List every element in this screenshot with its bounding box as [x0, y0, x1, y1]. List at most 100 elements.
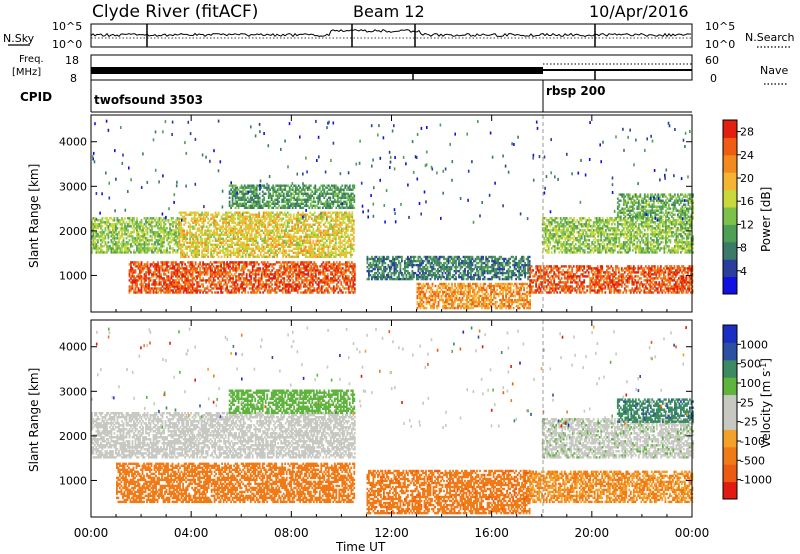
data-cell [421, 268, 423, 270]
data-cell [327, 273, 329, 275]
data-cell [147, 261, 149, 263]
data-cell [156, 281, 158, 283]
data-cell [301, 279, 303, 281]
data-cell [180, 261, 182, 263]
data-cell [135, 269, 137, 271]
data-cell [259, 197, 261, 199]
data-cell [241, 197, 243, 199]
freq-trace [91, 64, 692, 80]
data-cell [313, 197, 315, 199]
data-cell [180, 271, 182, 273]
data-cell [329, 197, 331, 199]
data-cell [351, 212, 353, 214]
data-cell [129, 239, 131, 241]
data-cell [300, 222, 302, 224]
data-cell [415, 256, 417, 258]
data-cell [226, 283, 228, 285]
data-cell [212, 240, 214, 242]
nsky-left-tick-top: 10^5 [52, 20, 82, 33]
data-cell [257, 242, 259, 244]
data-cell [298, 193, 300, 195]
radar-summary-plot: Clyde River (fitACF) Beam 12 10/Apr/2016… [0, 0, 800, 554]
data-cell [258, 263, 260, 265]
data-cell [180, 277, 182, 279]
data-cell [340, 281, 342, 283]
data-cell [367, 260, 369, 262]
data-cell [341, 185, 343, 187]
data-cell [136, 217, 138, 219]
data-cell [301, 291, 303, 293]
data-cell [301, 193, 303, 195]
data-cell [349, 185, 351, 187]
data-cell [300, 226, 302, 228]
data-cell [251, 232, 253, 234]
data-cell [353, 207, 355, 209]
data-cell [207, 212, 209, 214]
data-cell [188, 256, 190, 258]
data-cell [160, 247, 162, 249]
data-cell [281, 232, 283, 234]
data-cell [271, 283, 273, 285]
data-cell [241, 283, 243, 285]
data-cell [301, 261, 303, 263]
freq-label: Freq. [19, 54, 44, 65]
nsearch-label: N.Search [745, 31, 795, 44]
data-cell [316, 265, 318, 267]
data-cell [166, 247, 168, 249]
data-cell [97, 245, 99, 247]
data-cell [276, 291, 278, 293]
data-cell [348, 275, 350, 277]
data-cell [312, 240, 314, 242]
data-cell [262, 281, 264, 283]
nsky-left-tick-bottom: 10^0 [52, 38, 82, 51]
beam-label: Beam 12 [353, 2, 425, 21]
data-cell [120, 219, 122, 221]
data-cell [241, 203, 243, 205]
data-cell [241, 291, 243, 293]
data-cell [195, 232, 197, 234]
data-cell [129, 247, 131, 249]
date-label: 10/Apr/2016 [589, 2, 689, 21]
data-cell [211, 291, 213, 293]
data-cell [207, 256, 209, 258]
data-cell [258, 212, 260, 214]
data-cell [169, 251, 171, 253]
data-cell [424, 260, 426, 262]
data-cell [102, 217, 104, 219]
data-cell [240, 232, 242, 234]
nave-right-tick-top: 60 [705, 54, 719, 67]
data-cell [186, 252, 188, 254]
data-cell [180, 212, 182, 214]
data-cell [301, 271, 303, 273]
data-cell [218, 212, 220, 214]
data-cell [262, 191, 264, 193]
data-cell [261, 230, 263, 232]
data-cell [195, 261, 197, 263]
data-cell [240, 226, 242, 228]
data-cell [213, 256, 215, 258]
data-cell [241, 261, 243, 263]
freq-units: [MHz] [12, 67, 41, 78]
data-cell [328, 283, 330, 285]
data-cell [117, 227, 119, 229]
data-cell [265, 193, 267, 195]
data-cell [301, 189, 303, 191]
data-cell [353, 248, 355, 250]
data-cell [353, 220, 355, 222]
data-cell [385, 262, 387, 264]
data-cell [218, 256, 220, 258]
data-cell [314, 201, 316, 203]
data-cell [272, 193, 274, 195]
data-cell [127, 229, 129, 231]
data-cell [186, 238, 188, 240]
data-cell [319, 207, 321, 209]
data-cell [300, 236, 302, 238]
data-cell [168, 261, 170, 263]
data-cell [198, 250, 200, 252]
data-cell [283, 193, 285, 195]
data-cell [120, 247, 122, 249]
data-cell [120, 235, 122, 237]
data-cell [305, 246, 307, 248]
data-cell [421, 274, 423, 276]
data-cell [229, 197, 231, 199]
